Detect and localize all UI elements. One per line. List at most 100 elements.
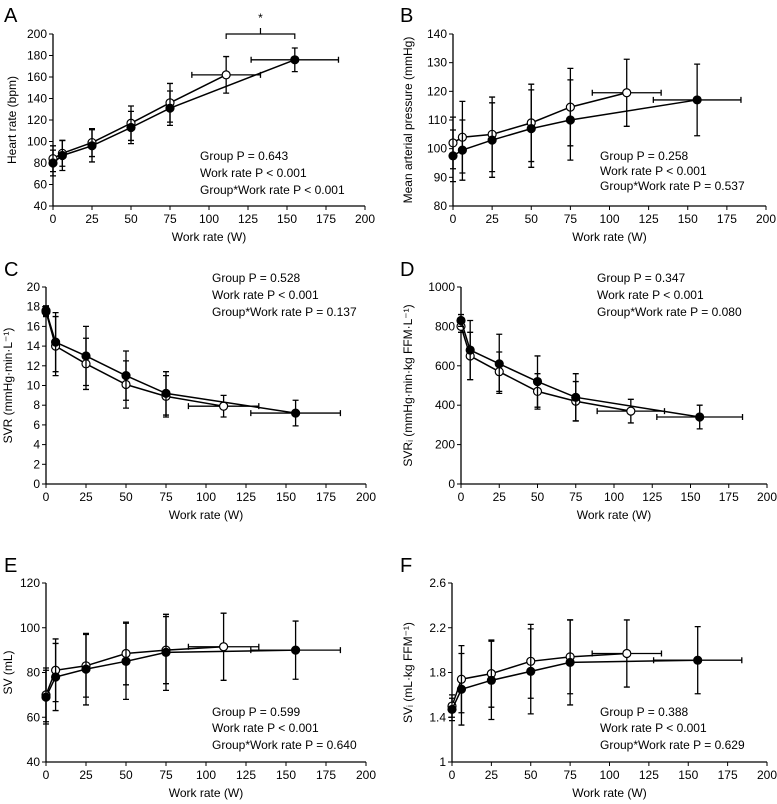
series-closed: [447, 619, 743, 726]
series-line: [460, 326, 631, 412]
x-tick-label: 100: [599, 212, 619, 226]
panel-letter: F: [400, 555, 412, 577]
y-tick-label: 4: [33, 438, 40, 452]
x-tick-label: 150: [678, 212, 698, 226]
data-point: [50, 337, 61, 347]
stats-text: Work rate P < 0.001: [600, 164, 707, 178]
x-tick-label: 150: [680, 490, 700, 504]
data-point: [81, 664, 91, 674]
series-open: [447, 619, 663, 718]
data-point: [465, 345, 475, 355]
x-tick-label: 25: [485, 212, 499, 226]
series-line: [45, 311, 224, 407]
x-tick-label: 175: [718, 768, 738, 782]
x-tick-label: 0: [450, 212, 457, 226]
y-tick-label: 60: [27, 710, 41, 724]
y-tick-label: 2: [33, 457, 40, 471]
x-tick-label: 100: [604, 490, 624, 504]
x-tick-label: 100: [196, 768, 216, 782]
data-point: [50, 672, 61, 682]
stats-text: Group*Work rate P < 0.001: [200, 183, 345, 197]
data-point: [219, 401, 229, 411]
x-tick-label: 125: [642, 490, 662, 504]
x-tick-label: 175: [316, 212, 336, 226]
series-line: [52, 74, 227, 160]
y-tick-label: 140: [427, 27, 447, 41]
y-tick-label: 1.8: [429, 666, 446, 680]
x-tick-label: 150: [678, 768, 698, 782]
stats-text: Group P = 0.599: [212, 705, 301, 719]
x-tick-label: 75: [163, 212, 177, 226]
y-tick-label: 120: [20, 576, 40, 590]
stats-text: Work rate P < 0.001: [212, 288, 319, 302]
y-axis-label: SVRᵢ (mmHg·min·kg FFM·L⁻¹): [401, 304, 415, 466]
panel-letter: B: [400, 5, 413, 27]
data-point: [456, 315, 466, 326]
stats-text: Group P = 0.528: [212, 271, 301, 285]
x-tick-label: 200: [757, 768, 777, 782]
series-line: [452, 99, 698, 157]
data-point: [692, 95, 702, 105]
stats-text: Work rate P < 0.001: [200, 166, 307, 180]
x-tick-label: 175: [719, 490, 739, 504]
x-tick-label: 0: [43, 768, 50, 782]
panel-e: E 40 60 80 100 120 0 25 50 75 100 125 150 175 200 Work …: [1, 555, 376, 800]
panel-letter: D: [400, 259, 414, 281]
significance-bracket: [225, 28, 296, 39]
data-point: [87, 141, 97, 151]
stats-text: Group P = 0.347: [597, 271, 686, 285]
data-point: [291, 645, 301, 655]
y-tick-label: 100: [427, 142, 447, 156]
x-tick-label: 150: [276, 768, 296, 782]
data-point: [486, 675, 496, 685]
series-line: [45, 310, 296, 414]
x-tick-label: 125: [639, 768, 659, 782]
x-tick-label: 175: [316, 490, 336, 504]
y-tick-label: 180: [27, 49, 47, 63]
y-tick-label: 40: [27, 755, 41, 769]
y-tick-label: 100: [27, 135, 47, 149]
x-tick-label: 200: [356, 490, 376, 504]
data-point: [161, 647, 171, 657]
data-point: [41, 306, 51, 316]
x-axis-label: Work rate (W): [577, 508, 651, 522]
data-point: [41, 692, 51, 702]
data-point: [626, 406, 636, 416]
y-tick-label: 16: [27, 319, 41, 333]
y-tick-label: 200: [435, 438, 455, 452]
x-tick-label: 200: [355, 212, 375, 226]
x-tick-label: 50: [531, 490, 545, 504]
y-axis-label: Heart rate (bpm): [5, 76, 19, 164]
x-tick-label: 175: [316, 768, 336, 782]
significance-marker: *: [258, 11, 263, 25]
stats-text: Work rate P < 0.001: [600, 721, 707, 735]
data-point: [126, 122, 136, 133]
x-tick-label: 0: [43, 490, 50, 504]
data-point: [81, 351, 91, 361]
panel-d: D 0 200 400 600 800 1000 0 25 50 75 100 125 150 175 200…: [400, 259, 777, 522]
x-tick-label: 200: [757, 490, 777, 504]
data-point: [48, 158, 58, 168]
data-point: [571, 392, 581, 402]
panel-f: F 1 1.4 1.8 2.2 2.6 0 25 50 75 100 125 150 175 200 Work…: [400, 555, 777, 800]
data-point: [565, 115, 575, 125]
y-tick-label: 200: [27, 27, 47, 41]
data-point: [532, 376, 543, 387]
data-point: [448, 151, 458, 161]
y-tick-label: 80: [34, 156, 48, 170]
y-tick-label: 140: [27, 92, 47, 106]
stats-text: Group P = 0.258: [600, 149, 689, 163]
stats-text: Group*Work rate P = 0.137: [212, 305, 357, 319]
y-tick-label: 8: [33, 398, 40, 412]
stats-text: Group*Work rate P = 0.080: [597, 305, 742, 319]
x-axis-label: Work rate (W): [169, 508, 243, 522]
x-tick-label: 75: [563, 768, 577, 782]
x-tick-label: 75: [569, 490, 583, 504]
x-tick-label: 25: [485, 768, 499, 782]
data-point: [291, 408, 301, 418]
data-point: [494, 359, 504, 369]
data-point: [221, 70, 231, 80]
stats-text: Work rate P < 0.001: [597, 288, 704, 302]
x-tick-label: 125: [236, 768, 256, 782]
